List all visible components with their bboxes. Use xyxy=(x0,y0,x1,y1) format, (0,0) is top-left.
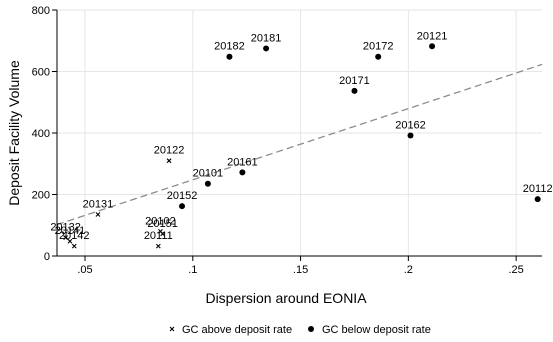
data-point xyxy=(375,53,382,60)
data-point xyxy=(179,203,186,210)
legend-entry: GC above deposit rate xyxy=(182,324,292,336)
x-tick-label: .2 xyxy=(404,264,413,276)
point-label: 20101 xyxy=(193,168,224,180)
data-point xyxy=(155,243,161,249)
point-label: 20161 xyxy=(227,156,258,168)
point-label: 20142 xyxy=(59,230,90,242)
point-label: 20172 xyxy=(363,41,394,53)
legend-entry: GC below deposit rate xyxy=(322,324,431,336)
point-label: 20171 xyxy=(339,75,370,87)
data-point xyxy=(204,180,211,187)
data-point xyxy=(226,53,233,60)
data-point xyxy=(95,212,101,217)
y-tick-label: 600 xyxy=(32,67,50,79)
data-point xyxy=(407,132,414,139)
data-point xyxy=(239,169,246,176)
x-tick-label: .1 xyxy=(188,264,197,276)
x-axis-title: Dispersion around EONIA xyxy=(205,290,367,306)
legend: GC above deposit rate GC below deposit ra… xyxy=(169,324,431,336)
y-tick-label: 0 xyxy=(44,251,50,263)
grid xyxy=(57,9,542,257)
point-label: 20122 xyxy=(154,145,185,157)
legend-marker xyxy=(308,326,314,332)
data-point xyxy=(429,43,436,50)
data-point xyxy=(263,45,270,52)
point-label: 20182 xyxy=(214,41,245,53)
x-tick-label: .05 xyxy=(77,264,92,276)
point-label: 20112 xyxy=(523,183,553,195)
data-point xyxy=(166,158,172,164)
x-tick-label: .15 xyxy=(293,264,308,276)
point-label: 20111 xyxy=(144,230,173,242)
point-label: 20102 xyxy=(145,215,176,227)
y-tick-label: 800 xyxy=(32,5,50,17)
point-label: 20121 xyxy=(417,30,448,42)
legend-marker xyxy=(169,326,175,332)
point-label: 20141 xyxy=(55,225,86,237)
axes: 0 200 400 600 800 .05 .1 .15 .2 .25 xyxy=(32,5,542,276)
data-point xyxy=(534,196,541,203)
fit-line-layer xyxy=(56,63,543,226)
data-points xyxy=(63,43,541,249)
y-axis-title: Deposit Facility Volume xyxy=(6,60,22,206)
point-label: 20181 xyxy=(251,32,282,44)
point-label: 20162 xyxy=(395,119,426,131)
data-point xyxy=(351,87,358,94)
data-point xyxy=(63,235,69,240)
x-tick-label: .25 xyxy=(508,264,523,276)
data-point xyxy=(67,238,73,244)
data-point xyxy=(71,243,77,249)
point-label: 20152 xyxy=(167,190,198,202)
y-tick-label: 400 xyxy=(32,128,50,140)
point-label: 20151 xyxy=(147,218,178,230)
point-label: 20132 xyxy=(50,222,81,234)
fit-line xyxy=(56,63,543,226)
point-label: 20131 xyxy=(83,198,114,210)
y-tick-label: 200 xyxy=(32,190,50,202)
data-point xyxy=(160,231,166,237)
